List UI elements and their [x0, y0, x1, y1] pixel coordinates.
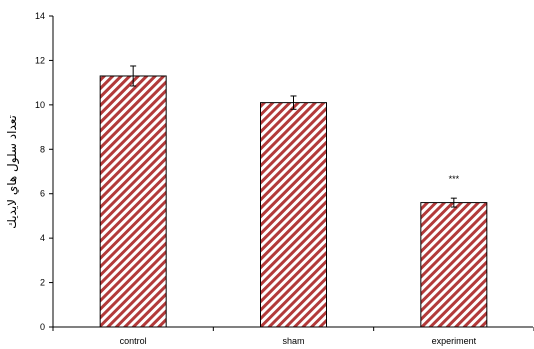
- bar-experiment: [420, 202, 488, 328]
- y-tick-label: 4: [40, 233, 45, 243]
- y-tick-label: 14: [35, 11, 45, 21]
- bar-sham: [260, 102, 327, 328]
- y-tick-label: 12: [35, 55, 45, 65]
- bar-control: [99, 75, 167, 328]
- y-tick-label: 0: [40, 322, 45, 332]
- y-tick-label: 8: [40, 144, 45, 154]
- x-tick-label-control: control: [120, 336, 147, 346]
- y-axis-label: تعداد سلول هاي لايديك: [5, 115, 20, 229]
- x-tick-label-sham: sham: [282, 336, 304, 346]
- y-tick-label: 10: [35, 100, 45, 110]
- x-tick-label-experiment: experiment: [432, 336, 477, 346]
- y-tick-label: 6: [40, 189, 45, 199]
- y-tick-label: 2: [40, 278, 45, 288]
- bars: control sham *** experiment: [99, 65, 488, 346]
- significance-annotation: ***: [449, 174, 460, 184]
